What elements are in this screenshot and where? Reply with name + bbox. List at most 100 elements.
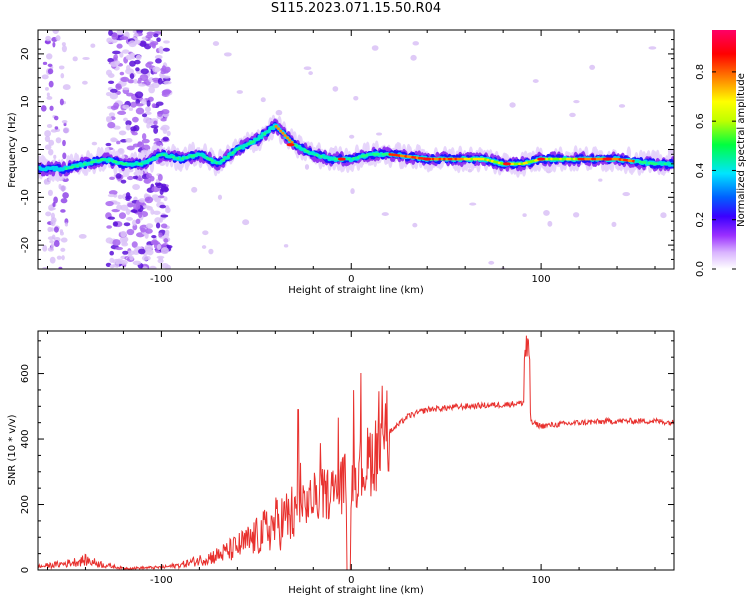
noise-blob xyxy=(144,196,154,204)
noise-blob xyxy=(153,127,159,134)
ridge-core-cell xyxy=(659,162,663,166)
noise-blob xyxy=(143,116,151,124)
spectrogram-x-axis-label: Height of straight line (km) xyxy=(288,285,424,296)
ridge-core-cell xyxy=(513,162,517,166)
noise-blob xyxy=(142,266,148,269)
ridge-core-cell xyxy=(586,157,590,161)
noise-blob xyxy=(49,105,54,111)
noise-blob xyxy=(161,109,170,115)
noise-blob xyxy=(126,228,135,236)
colorbar-tick-label: 0.6 xyxy=(695,113,706,129)
ridge-core-cell xyxy=(440,157,444,161)
noise-blob xyxy=(158,257,164,261)
noise-blob xyxy=(105,237,113,244)
ridge-core-cell xyxy=(274,124,278,128)
noise-blob xyxy=(114,60,121,66)
noise-blob xyxy=(61,42,66,47)
noise-blob xyxy=(151,103,157,109)
noise-blob xyxy=(44,135,51,143)
noise-blob xyxy=(375,132,383,136)
ridge-core-cell xyxy=(561,157,565,161)
ridge-core-cell xyxy=(121,162,126,166)
noise-blob xyxy=(135,218,141,225)
noise-blob xyxy=(488,260,495,265)
noise-blob xyxy=(149,265,157,269)
noise-blob xyxy=(42,61,48,65)
noise-blob xyxy=(156,37,161,43)
noise-blob xyxy=(136,80,142,84)
ridge-core-cell xyxy=(472,157,476,161)
ridge-core-cell xyxy=(611,157,615,161)
colorbar-tick-label: 0.4 xyxy=(695,162,706,178)
noise-blob xyxy=(150,125,159,129)
noise-blob xyxy=(53,226,59,233)
ridge-core-cell xyxy=(563,157,568,161)
noise-blob xyxy=(144,106,151,113)
snr-axes: -100 0 100 0 200 400 600 xyxy=(20,331,674,586)
ridge-core-cell xyxy=(668,162,672,166)
spectrogram-y-axis-label: Frequency (Hz) xyxy=(7,112,18,188)
noise-blob xyxy=(163,238,169,243)
noise-blob xyxy=(141,144,151,152)
noise-blob xyxy=(132,260,142,266)
ridge-core-cell xyxy=(579,157,583,161)
ridge-core-cell xyxy=(124,162,128,166)
noise-blob xyxy=(156,243,162,251)
noise-blob xyxy=(648,46,657,50)
noise-blob xyxy=(150,41,159,46)
noise-blob xyxy=(154,197,161,203)
ridge-core-cell xyxy=(431,157,435,161)
noise-blob xyxy=(157,195,165,199)
noise-blob xyxy=(160,262,169,269)
noise-blob xyxy=(129,73,135,80)
ridge-core-cell xyxy=(276,127,280,131)
ridge-peak-cell xyxy=(337,157,346,161)
noise-blob xyxy=(107,216,116,220)
ridge-core-cell xyxy=(588,157,593,161)
colorbar-tick-label: 0.2 xyxy=(695,212,706,228)
noise-blob xyxy=(125,208,131,215)
noise-blob xyxy=(139,40,147,48)
noise-blob xyxy=(119,71,125,76)
noise-blob xyxy=(260,97,266,103)
noise-blob xyxy=(509,102,516,108)
noise-blob xyxy=(125,54,134,61)
noise-blob xyxy=(78,234,87,239)
noise-blob xyxy=(161,65,167,72)
noise-blob xyxy=(134,59,141,65)
noise-blob xyxy=(62,84,71,91)
noise-blob xyxy=(116,43,123,49)
ridge-core-cell xyxy=(600,157,604,161)
snr-y-tick-label: 600 xyxy=(20,364,31,383)
noise-blob xyxy=(53,240,60,247)
noise-blob xyxy=(115,173,122,179)
noise-blob xyxy=(110,88,118,93)
noise-blob xyxy=(44,130,52,137)
noise-blob xyxy=(162,47,170,52)
noise-blob xyxy=(42,245,48,252)
noise-blob xyxy=(572,212,580,218)
noise-blob xyxy=(45,53,53,60)
noise-blob xyxy=(618,104,626,108)
noise-blob xyxy=(106,116,113,123)
ridge-core-cell xyxy=(470,157,474,161)
noise-blob xyxy=(127,202,134,208)
ridge-core-cell xyxy=(126,162,130,166)
spectrogram-y-tick-label: 10 xyxy=(20,95,31,108)
noise-blob xyxy=(308,71,313,76)
noise-blob xyxy=(127,79,135,84)
noise-blob xyxy=(47,247,55,252)
noise-blob xyxy=(155,222,161,229)
noise-blob xyxy=(469,202,477,206)
snr-y-axis-label: SNR (10 * v/v) xyxy=(7,414,18,485)
noise-blob xyxy=(142,205,151,209)
ridge-core-cell xyxy=(545,157,549,161)
noise-blob xyxy=(60,237,68,243)
noise-blob xyxy=(159,49,164,54)
noise-blob xyxy=(467,168,473,173)
noise-blob xyxy=(163,196,168,202)
noise-blob xyxy=(125,120,132,126)
noise-blob xyxy=(126,217,133,221)
ridge-core-cell xyxy=(433,157,438,161)
noise-blob xyxy=(112,258,121,265)
